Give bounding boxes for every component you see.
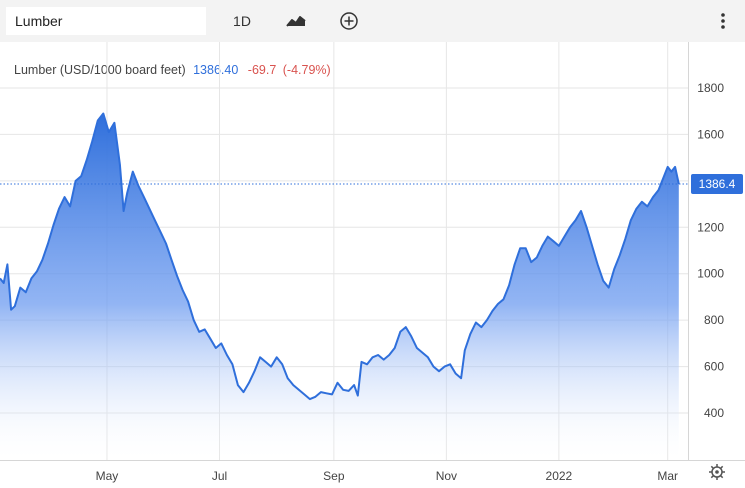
price-area-fill — [0, 113, 679, 460]
y-tick-label: 1200 — [697, 220, 724, 234]
x-tick-label: Sep — [323, 469, 345, 483]
more-vertical-icon — [721, 13, 725, 29]
chart-toolbar: Lumber 1D — [0, 0, 745, 42]
more-options-button[interactable] — [712, 8, 734, 34]
chart-type-button[interactable] — [282, 8, 310, 34]
x-tick-label: 2022 — [546, 469, 573, 483]
chart-settings-button[interactable] — [707, 462, 727, 482]
area-chart-icon — [286, 16, 306, 27]
legend-symbol-name: Lumber (USD/1000 board feet) — [14, 63, 186, 77]
legend-change: -69.7 — [247, 63, 277, 77]
x-tick-label: Nov — [436, 469, 457, 483]
legend-last-price: 1386.40 — [193, 63, 239, 77]
add-indicator-button[interactable] — [336, 8, 362, 34]
chart-legend: Lumber (USD/1000 board feet) 1386.40 -69… — [14, 63, 331, 77]
y-tick-label: 1600 — [697, 127, 724, 141]
legend-change-percent: (-4.79%) — [282, 63, 331, 77]
gear-icon — [709, 464, 725, 480]
y-tick-label: 800 — [704, 313, 724, 327]
plus-circle-icon — [340, 12, 358, 30]
x-tick-label: Jul — [212, 469, 227, 483]
price-line — [0, 112, 680, 401]
last-price-tag-label: 1386.4 — [699, 177, 736, 191]
timeframe-button[interactable]: 1D — [233, 13, 251, 29]
y-tick-label: 1800 — [697, 81, 724, 95]
y-tick-label: 400 — [704, 406, 724, 420]
y-tick-label: 1400 — [697, 174, 724, 188]
y-tick-label: 600 — [704, 360, 724, 374]
y-tick-label: 1000 — [697, 267, 724, 281]
last-price-tag: 1386.4 — [691, 174, 743, 195]
x-tick-label: Mar — [657, 469, 678, 483]
symbol-search-input[interactable]: Lumber — [6, 7, 206, 35]
x-tick-label: May — [96, 469, 119, 483]
